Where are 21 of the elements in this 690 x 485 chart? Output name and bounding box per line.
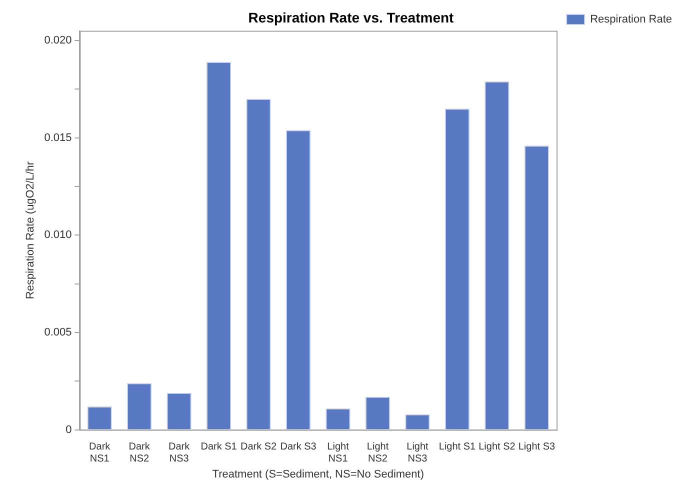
x-tick-label: Light S2 xyxy=(478,442,516,453)
chart-title: Respiration Rate vs. Treatment xyxy=(248,9,454,26)
x-tick-label: Dark NS2 xyxy=(128,442,151,465)
x-tick-label: Dark S2 xyxy=(240,442,278,453)
x-tick-label: Dark NS3 xyxy=(168,442,191,465)
x-tick-label: Light NS3 xyxy=(406,442,429,465)
x-tick-label: Light NS2 xyxy=(366,442,389,465)
x-tick-label: Light S3 xyxy=(518,442,556,453)
legend-label: Respiration Rate xyxy=(590,14,672,26)
x-tick-label: Light NS1 xyxy=(327,442,350,465)
y-axis-title: Respiration Rate (ugO2/L/hr xyxy=(24,161,37,300)
y-tick-label: 0.005 xyxy=(44,326,72,339)
y-tick-label: 0.015 xyxy=(44,132,72,144)
x-tick-label: Dark S1 xyxy=(200,442,238,453)
x-axis-title: Treatment (S=Sediment, NS=No Sediment) xyxy=(212,468,424,480)
y-tick-label: 0.010 xyxy=(44,229,72,242)
x-tick-label: Dark S3 xyxy=(280,442,317,453)
y-tick-label: 0 xyxy=(66,424,72,436)
y-tick-label: 0.020 xyxy=(44,34,72,47)
x-tick-label: Dark NS1 xyxy=(89,442,112,465)
x-tick-label: Light S1 xyxy=(438,442,476,453)
